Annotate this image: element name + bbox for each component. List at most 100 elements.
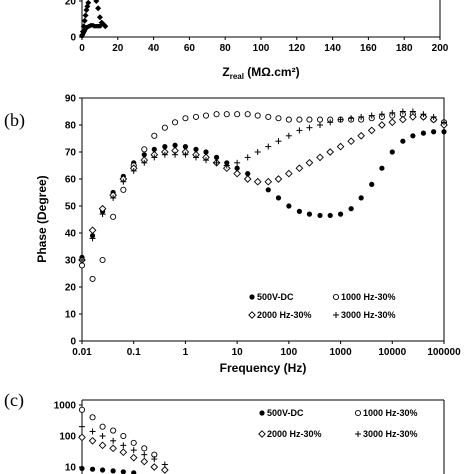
data-point (285, 132, 292, 139)
x-tick-label: 80 (220, 43, 232, 54)
legend-label: 2000 Hz-30% (267, 429, 322, 439)
legend-marker (259, 410, 265, 416)
panel-b: (b) 0 10 20 30 40 50 60 70 80 90 0.01 0.1 1 10 100 100… (4, 94, 461, 376)
data-point (244, 111, 251, 118)
y-tick-label: 20 (65, 0, 77, 8)
legend-label: 1000 Hz-30% (363, 408, 418, 418)
legend-label: 500V-DC (267, 408, 304, 418)
data-point (151, 132, 158, 139)
data-point (441, 119, 447, 126)
data-point (89, 428, 96, 435)
y-tick-label: 0 (70, 33, 76, 44)
data-point (129, 453, 138, 462)
data-point (110, 194, 117, 201)
data-point (285, 116, 292, 123)
data-point (327, 119, 334, 126)
panel-c-y-ticks: 1000 100 10 (54, 401, 82, 474)
data-point (110, 437, 117, 444)
x-tick-label: 160 (360, 43, 377, 54)
data-point (420, 111, 427, 118)
legend-label: 2000 Hz-30% (257, 310, 312, 320)
data-point (203, 149, 209, 155)
data-point (399, 108, 406, 115)
data-point (326, 148, 335, 156)
panel-b-y-axis-label: Phase (Degree) (35, 175, 49, 262)
data-point (109, 444, 117, 453)
data-point (369, 181, 375, 187)
x-tick-label: 60 (184, 43, 196, 54)
data-point (151, 456, 158, 463)
data-point (161, 466, 169, 474)
data-point (409, 108, 416, 115)
data-point (316, 153, 324, 162)
legend-label: 500V-DC (257, 292, 294, 302)
data-point (130, 167, 137, 174)
panel-b-label: (b) (4, 110, 25, 131)
data-point (89, 235, 96, 242)
data-point (119, 448, 128, 457)
data-point (85, 0, 92, 6)
legend-marker (258, 430, 266, 438)
data-point (234, 159, 241, 166)
y-tick-label: 90 (65, 94, 77, 105)
data-point (275, 138, 282, 145)
data-point (357, 131, 365, 140)
data-point (296, 127, 303, 134)
data-point (172, 142, 178, 148)
data-point (82, 12, 89, 19)
x-tick-label: 40 (148, 43, 160, 54)
y-tick-label: 100 (59, 432, 76, 443)
data-point (295, 164, 304, 173)
x-tick-label: 10 (232, 347, 244, 358)
data-point (245, 171, 251, 177)
data-point (95, 5, 102, 12)
x-tick-label: 0.01 (72, 347, 92, 358)
data-point (348, 206, 354, 212)
data-point (88, 436, 97, 445)
data-point (120, 442, 127, 449)
data-point (409, 113, 417, 121)
x-tick-label: 0.1 (127, 347, 141, 358)
data-point (110, 427, 117, 434)
data-point (102, 23, 109, 30)
x-tick-label: 140 (324, 43, 341, 54)
data-point (430, 113, 437, 120)
data-point (253, 177, 262, 186)
x-tick-label: 120 (288, 43, 305, 54)
data-point (223, 162, 230, 169)
data-point (120, 469, 126, 474)
data-point (286, 203, 292, 209)
data-point (213, 154, 220, 160)
data-point (265, 143, 272, 150)
data-point (306, 124, 313, 131)
data-point (79, 423, 85, 430)
data-point (89, 466, 96, 472)
legend-label: 3000 Hz-30% (363, 429, 418, 439)
data-point (367, 126, 376, 135)
data-point (431, 129, 437, 135)
data-point (89, 414, 96, 421)
data-point (141, 451, 148, 458)
data-point (274, 175, 283, 183)
data-point (120, 178, 127, 185)
data-point (379, 165, 385, 171)
data-point (99, 211, 106, 218)
data-point (141, 159, 148, 166)
x-tick-label: 1 (183, 347, 189, 358)
data-point (337, 211, 344, 217)
panel-a: 0 20 0 20 40 60 80 100 120 140 160 180 200 Zreal (M… (65, 0, 449, 81)
data-point (182, 151, 189, 158)
y-tick-label: 40 (65, 229, 77, 240)
data-point (388, 118, 397, 127)
y-tick-label: 10 (65, 310, 77, 321)
data-point (130, 447, 137, 454)
panel-b-plot-frame (81, 97, 445, 342)
data-point (254, 112, 261, 119)
data-point (203, 157, 210, 164)
data-point (120, 186, 127, 193)
data-point (223, 111, 230, 118)
data-point (161, 461, 168, 468)
data-point (151, 154, 158, 161)
data-point (81, 17, 88, 24)
